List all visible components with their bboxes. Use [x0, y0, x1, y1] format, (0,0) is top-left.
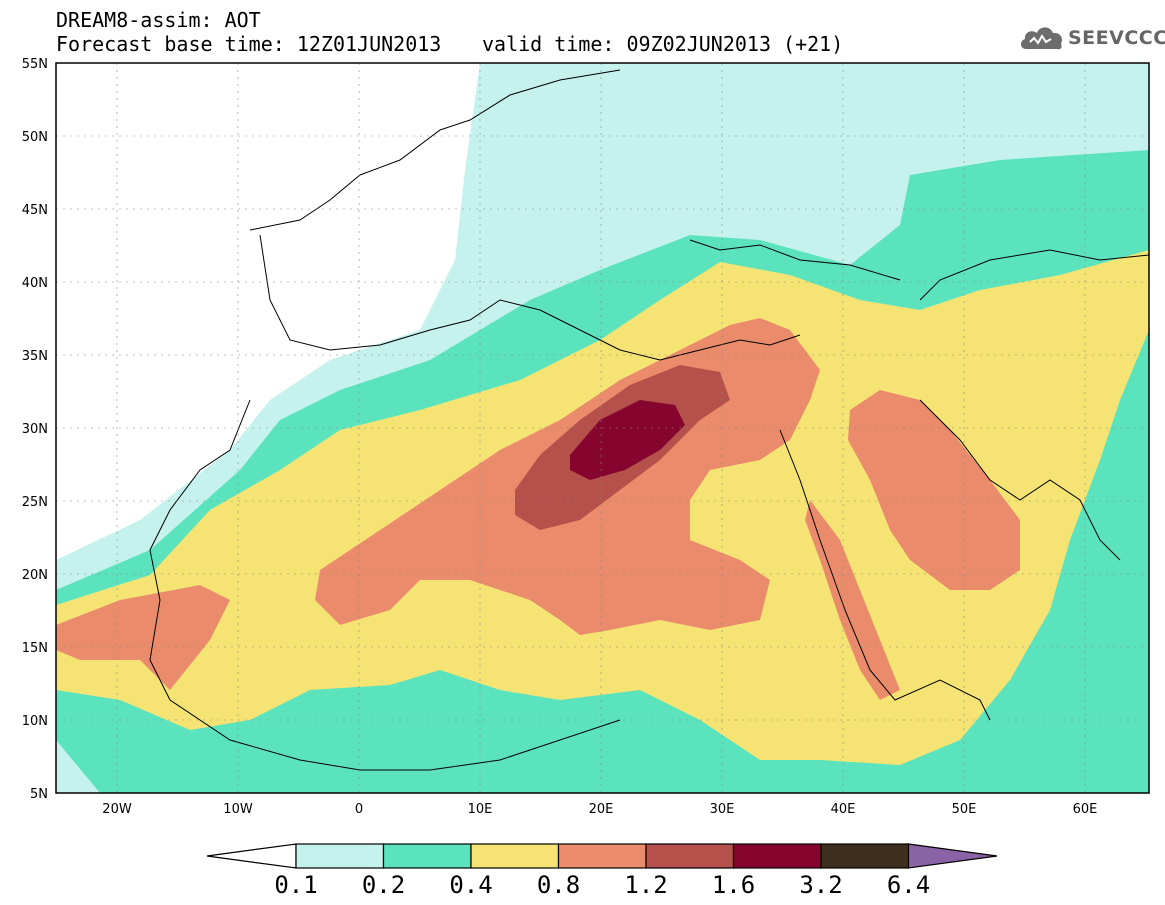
lon-label: 30E	[710, 802, 735, 817]
coastlines	[149, 69, 1149, 771]
lon-label: 10E	[468, 802, 493, 817]
lat-label: 30N	[22, 422, 48, 437]
map-frame	[55, 62, 1150, 794]
lat-label: 35N	[22, 349, 48, 364]
colorbar-label: 0.8	[536, 871, 581, 899]
colorbar-label: 0.4	[449, 871, 493, 899]
colorbar	[206, 843, 998, 869]
aot-band-0.8	[848, 390, 1020, 590]
colorbar-swatch	[557, 843, 647, 869]
lat-label: 20N	[22, 568, 48, 583]
seevccc-logo: SEEVCCC	[1018, 22, 1165, 58]
lon-label: 0	[355, 802, 363, 817]
colorbar-label: 3.2	[799, 871, 843, 899]
lon-label: 20E	[589, 802, 614, 817]
lat-label: 45N	[22, 203, 48, 218]
aot-contours	[56, 63, 1149, 793]
lat-label: 15N	[22, 641, 48, 656]
lat-label: 50N	[22, 130, 48, 145]
lon-label: 50E	[952, 802, 977, 817]
colorbar-swatch	[470, 843, 560, 869]
aot-band-0.8	[805, 500, 900, 700]
colorbar-label: 1.6	[711, 871, 756, 899]
colorbar-swatch	[645, 843, 735, 869]
graticule	[56, 63, 1149, 793]
lat-label: 10N	[22, 714, 48, 729]
lat-label: 5N	[30, 787, 48, 802]
colorbar-label: 1.2	[624, 871, 668, 899]
lon-axis: 20W 10W 0 10E 20E 30E 40E 50E 60E	[102, 802, 1097, 817]
colorbar-swatch	[732, 843, 822, 869]
colorbar-swatch	[295, 843, 385, 869]
lon-label: 40E	[831, 802, 856, 817]
aot-band-1.6	[570, 400, 685, 480]
lon-label: 20W	[102, 802, 132, 817]
cloud-icon	[1020, 27, 1063, 50]
lon-label: 60E	[1073, 802, 1098, 817]
valid-time: valid time: 09Z02JUN2013 (+21)	[482, 32, 844, 56]
colorbar-label: 0.2	[361, 871, 406, 899]
logo-text: SEEVCCC	[1068, 27, 1165, 49]
colorbar-label: 0.1	[274, 871, 318, 899]
aot-band-0.8	[56, 585, 230, 690]
map-title: DREAM8-assim: AOT	[56, 8, 261, 32]
colorbar-low-arrow	[206, 843, 297, 869]
colorbar-swatch	[820, 843, 910, 869]
lat-label: 25N	[22, 495, 48, 510]
colorbar-label: 6.4	[886, 871, 931, 899]
lat-label: 40N	[22, 276, 48, 291]
lat-axis: 55N 50N 45N 40N 35N 30N 25N 20N 15N 10N …	[22, 57, 48, 802]
lon-label: 10W	[223, 802, 253, 817]
colorbar-high-arrow	[907, 843, 998, 869]
colorbar-swatch	[382, 843, 472, 869]
forecast-base-time: Forecast base time: 12Z01JUN2013	[56, 32, 442, 56]
lat-label: 55N	[22, 57, 48, 72]
